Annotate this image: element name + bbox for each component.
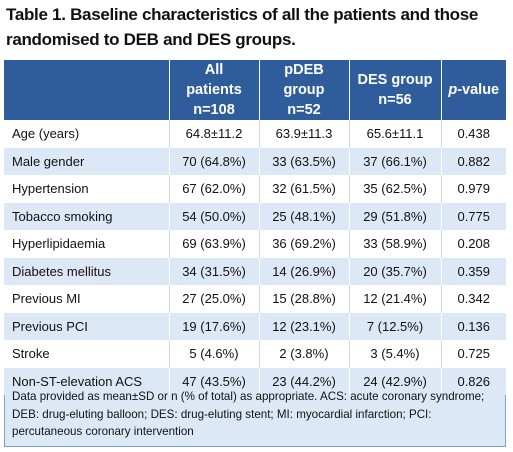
row-label: Stroke — [4, 340, 170, 368]
cell-all: 69 (63.9%) — [169, 230, 260, 258]
cell-p: 0.438 — [441, 120, 506, 148]
table-row: Male gender 70 (64.8%) 33 (63.5%) 37 (66… — [4, 147, 506, 175]
table-title: Table 1. Baseline characteristics of all… — [6, 5, 479, 49]
row-label: Diabetes mellitus — [4, 257, 170, 285]
cell-p: 0.208 — [441, 230, 506, 258]
header-pdeb-n: n=52 — [287, 102, 321, 118]
cell-p: 0.342 — [441, 285, 506, 313]
header-all-patients-label: All patients — [186, 62, 242, 98]
table-row: Hyperlipidaemia 69 (63.9%) 36 (69.2%) 33… — [4, 230, 506, 258]
row-label: Age (years) — [4, 120, 170, 148]
table-row: Previous MI 27 (25.0%) 15 (28.8%) 12 (21… — [4, 285, 506, 313]
table-row: Non-ST-elevation ACS 47 (43.5%) 23 (44.2… — [4, 367, 506, 395]
row-label: Hypertension — [4, 175, 170, 203]
cell-all: 70 (64.8%) — [169, 147, 260, 175]
cell-pdeb: 32 (61.5%) — [259, 175, 350, 203]
cell-des: 65.6±11.1 — [349, 120, 442, 148]
table-row: Age (years) 64.8±11.2 63.9±11.3 65.6±11.… — [4, 120, 506, 148]
header-row: All patients n=108 pDEB group n=52 DES g… — [4, 60, 506, 120]
header-pdeb-label: pDEB group — [283, 62, 325, 98]
cell-des: 29 (51.8%) — [349, 202, 442, 230]
header-characteristic — [4, 60, 170, 120]
cell-all: 34 (31.5%) — [169, 257, 260, 285]
table-row: Tobacco smoking 54 (50.0%) 25 (48.1%) 29… — [4, 202, 506, 230]
header-p-value: p-value — [441, 60, 506, 120]
header-des-n: n=56 — [378, 92, 412, 108]
cell-des: 12 (21.4%) — [349, 285, 442, 313]
cell-pdeb: 15 (28.8%) — [259, 285, 350, 313]
header-p-suffix: -value — [457, 82, 500, 98]
cell-all: 67 (62.0%) — [169, 175, 260, 203]
table-row: Stroke 5 (4.6%) 2 (3.8%) 3 (5.4%) 0.725 — [4, 340, 506, 368]
row-label: Previous MI — [4, 285, 170, 313]
cell-all: 54 (50.0%) — [169, 202, 260, 230]
cell-p: 0.826 — [441, 367, 506, 395]
row-label: Non-ST-elevation ACS — [4, 367, 170, 395]
header-p-italic: p — [448, 82, 458, 98]
cell-des: 35 (62.5%) — [349, 175, 442, 203]
row-label: Hyperlipidaemia — [4, 230, 170, 258]
header-des: DES group n=56 — [349, 60, 442, 120]
header-pdeb: pDEB group n=52 — [259, 60, 350, 120]
row-label: Male gender — [4, 147, 170, 175]
cell-pdeb: 33 (63.5%) — [259, 147, 350, 175]
baseline-table: All patients n=108 pDEB group n=52 DES g… — [4, 60, 506, 395]
table-row: Diabetes mellitus 34 (31.5%) 14 (26.9%) … — [4, 257, 506, 285]
cell-pdeb: 12 (23.1%) — [259, 312, 350, 340]
cell-all: 27 (25.0%) — [169, 285, 260, 313]
header-all-patients: All patients n=108 — [169, 60, 260, 120]
cell-p: 0.725 — [441, 340, 506, 368]
cell-pdeb: 36 (69.2%) — [259, 230, 350, 258]
cell-pdeb: 23 (44.2%) — [259, 367, 350, 395]
cell-pdeb: 2 (3.8%) — [259, 340, 350, 368]
table-footnote: Data provided as mean±SD or n (% of tota… — [12, 390, 485, 438]
cell-all: 5 (4.6%) — [169, 340, 260, 368]
cell-des: 20 (35.7%) — [349, 257, 442, 285]
cell-des: 37 (66.1%) — [349, 147, 442, 175]
table-row: Previous PCI 19 (17.6%) 12 (23.1%) 7 (12… — [4, 312, 506, 340]
header-all-patients-n: n=108 — [193, 102, 235, 118]
row-label: Tobacco smoking — [4, 202, 170, 230]
table-row: Hypertension 67 (62.0%) 32 (61.5%) 35 (6… — [4, 175, 506, 203]
cell-p: 0.775 — [441, 202, 506, 230]
cell-p: 0.136 — [441, 312, 506, 340]
cell-des: 3 (5.4%) — [349, 340, 442, 368]
cell-all: 19 (17.6%) — [169, 312, 260, 340]
cell-all: 47 (43.5%) — [169, 367, 260, 395]
cell-all: 64.8±11.2 — [169, 120, 260, 148]
cell-p: 0.359 — [441, 257, 506, 285]
header-des-label: DES group — [357, 72, 433, 88]
cell-pdeb: 25 (48.1%) — [259, 202, 350, 230]
row-label: Previous PCI — [4, 312, 170, 340]
cell-des: 7 (12.5%) — [349, 312, 442, 340]
cell-pdeb: 63.9±11.3 — [259, 120, 350, 148]
cell-des: 24 (42.9%) — [349, 367, 442, 395]
cell-p: 0.979 — [441, 175, 506, 203]
cell-pdeb: 14 (26.9%) — [259, 257, 350, 285]
cell-des: 33 (58.9%) — [349, 230, 442, 258]
cell-p: 0.882 — [441, 147, 506, 175]
